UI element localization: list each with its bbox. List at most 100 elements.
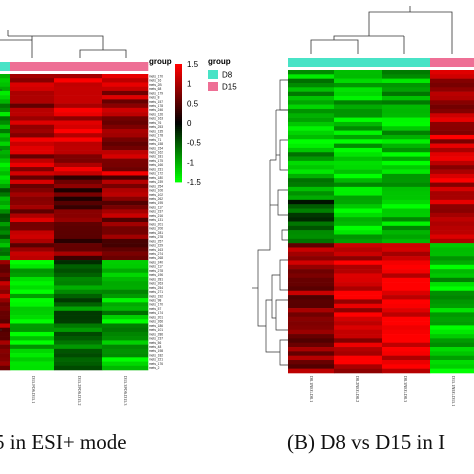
heatmap-cell: [0, 247, 11, 252]
heatmap-cell: [334, 165, 383, 170]
heatmap-cell: [10, 171, 55, 176]
group-legend-label: D8: [222, 71, 233, 80]
heatmap-cell: [288, 130, 335, 136]
heatmap-cell: [54, 86, 103, 92]
heatmap-cell: [54, 179, 103, 185]
color-scale-segment: [175, 124, 182, 128]
heatmap-cell: [0, 327, 11, 333]
heatmap-cell: [10, 200, 55, 206]
heatmap-cell: [334, 152, 383, 157]
color-scale-segment: [175, 170, 182, 173]
heatmap-cell: [54, 205, 103, 210]
heatmap-cell: [102, 99, 149, 104]
column-label: D15.2POS.D15.2: [77, 376, 82, 405]
heatmap-cell: [0, 137, 11, 142]
heatmap-cell: [54, 158, 103, 164]
heatmap-cell: [10, 293, 55, 299]
row-label: mets_178: [149, 134, 163, 138]
heatmap-cell: [54, 209, 103, 214]
heatmap-cell: [10, 340, 55, 345]
heatmap-cell: [102, 251, 149, 257]
color-scale-segment: [175, 99, 182, 102]
heatmap-cell: [102, 150, 149, 155]
row-label: mets_278: [149, 269, 163, 273]
heatmap-cell: [54, 323, 103, 329]
heatmap-cell: [0, 226, 11, 231]
heatmap-cell: [430, 338, 474, 343]
row-label: mets_198: [149, 349, 163, 353]
heatmap-cell: [430, 121, 474, 127]
heatmap-cell: [10, 302, 55, 307]
heatmap-cell: [334, 316, 383, 322]
row-label: mets_201: [149, 222, 163, 226]
heatmap-cell: [10, 82, 55, 87]
heatmap-cell: [382, 221, 431, 227]
heatmap-cell: [382, 347, 431, 352]
heatmap-cell: [0, 268, 11, 274]
color-scale-segment: [175, 87, 182, 90]
heatmap-cell: [288, 247, 335, 253]
group-legend-swatch: [208, 70, 218, 79]
row-label: mets_240: [149, 260, 163, 264]
row-label: mets_102: [149, 193, 163, 197]
heatmap-cell: [334, 169, 383, 175]
row-label: mets_117: [149, 205, 163, 209]
color-scale-bar: [175, 64, 182, 183]
color-scale-segment: [175, 178, 182, 181]
dendrogram-branch: [310, 39, 359, 54]
row-dendrogram-branch: [281, 229, 288, 241]
heatmap-cell: [54, 192, 103, 197]
heatmap-cell: [382, 325, 431, 331]
heatmap-cell: [382, 299, 431, 305]
heatmap-cell: [288, 108, 335, 114]
heatmap-cell: [430, 199, 474, 205]
heatmap-cell: [430, 251, 474, 257]
color-scale-segment: [175, 148, 182, 151]
heatmap-cell: [382, 186, 431, 192]
heatmap-cell: [382, 360, 431, 365]
heatmap-cell: [10, 112, 55, 117]
heatmap-cell: [0, 340, 11, 345]
heatmap-cell: [102, 133, 149, 138]
heatmap-cell: [102, 137, 149, 142]
dendrogram-branch: [0, 39, 33, 58]
heatmap-cell: [54, 112, 103, 117]
heatmap-cell: [0, 357, 11, 362]
heatmap-cell: [382, 251, 431, 257]
heatmap-cell: [334, 78, 383, 84]
group-bar-segment: [382, 58, 431, 67]
heatmap-cell: [0, 365, 11, 371]
heatmap-cell: [102, 302, 149, 307]
heatmap-cell: [382, 195, 431, 201]
heatmap-cell: [102, 276, 149, 282]
color-scale-segment: [175, 140, 182, 144]
heatmap-cell: [54, 298, 103, 303]
heatmap-cell: [382, 147, 431, 153]
heatmap-cell: [102, 348, 149, 354]
heatmap-cell: [10, 128, 55, 134]
heatmap-cell: [334, 347, 383, 352]
heatmap-cell: [10, 86, 55, 92]
heatmap-cell: [10, 348, 55, 354]
heatmap-cell: [334, 264, 383, 270]
heatmap-cell: [10, 78, 55, 83]
heatmap-cell: [382, 260, 431, 266]
dendrogram-branch: [333, 35, 404, 40]
color-scale-tick: 1: [187, 80, 192, 89]
heatmap-cell: [10, 120, 55, 126]
row-label: mets_182: [149, 353, 163, 357]
color-scale-segment: [175, 174, 182, 177]
heatmap-cell: [0, 107, 11, 113]
heatmap-cell: [382, 338, 431, 343]
heatmap-cell: [334, 113, 383, 118]
heatmap-cell: [0, 82, 11, 87]
heatmap-cell: [10, 289, 55, 295]
heatmap-cell: [288, 312, 335, 318]
heatmap-cell: [54, 353, 103, 358]
heatmap-cell: [54, 348, 103, 354]
group-legend-title: group: [208, 57, 231, 66]
row-label: mets_253: [149, 125, 163, 129]
group-legend-swatch: [208, 82, 218, 91]
